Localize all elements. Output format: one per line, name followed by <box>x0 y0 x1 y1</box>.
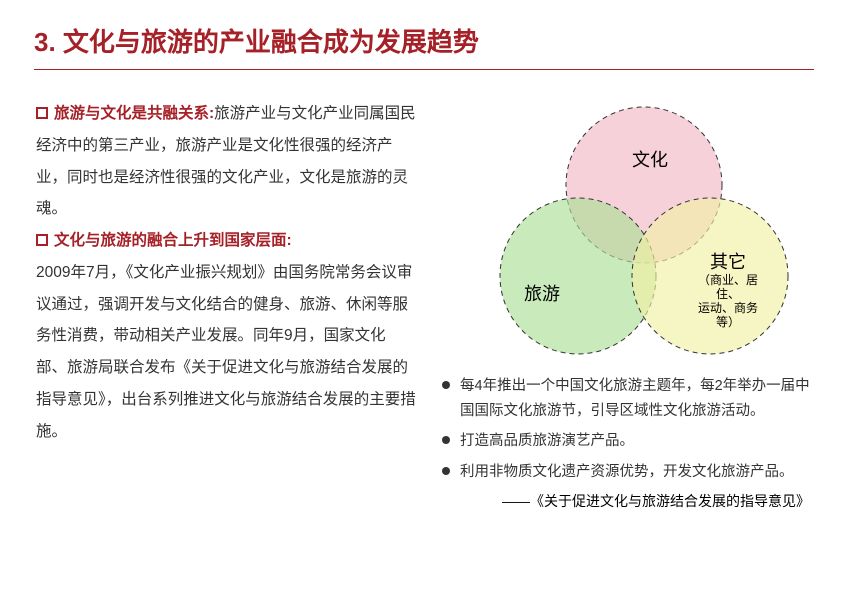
content-area: 旅游与文化是共融关系:旅游产业与文化产业同属国民经济中的第三产业，旅游产业是文化… <box>0 70 848 511</box>
bullet-item: 利用非物质文化遗产资源优势，开发文化旅游产品。 <box>440 460 816 485</box>
page-title: 3. 文化与旅游的产业融合成为发展趋势 <box>34 0 814 70</box>
left-column: 旅游与文化是共融关系:旅游产业与文化产业同属国民经济中的第三产业，旅游产业是文化… <box>36 98 416 511</box>
bullet-list: 每4年推出一个中国文化旅游主题年，每2年举办一届中国国际文化旅游节，引导区域性文… <box>434 374 816 485</box>
venn-label-other: 其它 <box>710 252 746 272</box>
section-2-body: 2009年7月，《文化产业振兴规划》由国务院常务会议审议通过，强调开发与文化结合… <box>36 264 416 440</box>
venn-label-tourism: 旅游 <box>524 284 560 304</box>
bullet-item: 打造高品质旅游演艺产品。 <box>440 429 816 454</box>
venn-sublabel-other-2: 运动、商务 <box>698 300 758 315</box>
citation: ——《关于促进文化与旅游结合发展的指导意见》 <box>434 491 816 511</box>
bullet-marker-icon <box>36 107 48 119</box>
section-1: 旅游与文化是共融关系:旅游产业与文化产业同属国民经济中的第三产业，旅游产业是文化… <box>36 98 416 225</box>
venn-sublabel-other-3: 等） <box>716 315 740 329</box>
right-column: 文化旅游 其它（商业、居住、运动、商务等） 每4年推出一个中国文化旅游主题年，每2… <box>416 98 816 511</box>
venn-diagram: 文化旅游 其它（商业、居住、运动、商务等） <box>434 100 814 360</box>
section-1-heading: 旅游与文化是共融关系: <box>54 105 214 122</box>
venn-sublabel-other-1: 住、 <box>716 287 740 301</box>
section-2: 文化与旅游的融合上升到国家层面: 2009年7月，《文化产业振兴规划》由国务院常务… <box>36 225 416 447</box>
bullet-item: 每4年推出一个中国文化旅游主题年，每2年举办一届中国国际文化旅游节，引导区域性文… <box>440 374 816 423</box>
bullet-marker-icon <box>36 234 48 246</box>
venn-sublabel-other-0: （商业、居 <box>698 272 758 287</box>
venn-label-culture: 文化 <box>632 150 668 170</box>
section-2-heading: 文化与旅游的融合上升到国家层面: <box>54 232 292 249</box>
